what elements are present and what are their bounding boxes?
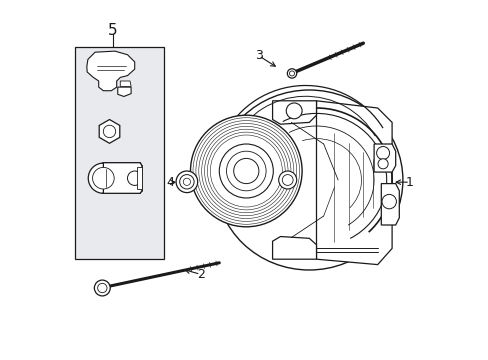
- Circle shape: [127, 171, 142, 185]
- Text: 5: 5: [108, 23, 118, 38]
- Circle shape: [226, 151, 265, 191]
- Circle shape: [285, 103, 302, 119]
- Polygon shape: [136, 167, 142, 189]
- Circle shape: [219, 144, 273, 198]
- Ellipse shape: [215, 90, 402, 270]
- Circle shape: [98, 283, 107, 293]
- Circle shape: [94, 280, 110, 296]
- Polygon shape: [373, 144, 395, 172]
- Circle shape: [179, 175, 194, 189]
- Text: 2: 2: [196, 268, 204, 281]
- Bar: [75, 47, 163, 259]
- Circle shape: [376, 147, 389, 159]
- Polygon shape: [381, 184, 399, 225]
- Circle shape: [377, 159, 387, 169]
- Circle shape: [381, 194, 396, 209]
- Circle shape: [88, 163, 118, 193]
- Circle shape: [233, 158, 258, 184]
- Polygon shape: [118, 87, 131, 96]
- Circle shape: [92, 167, 114, 189]
- Polygon shape: [99, 120, 120, 143]
- Polygon shape: [316, 101, 391, 265]
- Text: 1: 1: [406, 176, 413, 189]
- Polygon shape: [120, 81, 131, 86]
- Circle shape: [183, 178, 190, 185]
- Circle shape: [103, 125, 116, 138]
- Circle shape: [278, 171, 296, 189]
- Text: 4: 4: [166, 176, 174, 189]
- Circle shape: [190, 115, 302, 227]
- Polygon shape: [272, 101, 316, 124]
- Circle shape: [176, 171, 197, 193]
- Circle shape: [289, 71, 294, 76]
- Circle shape: [282, 175, 292, 185]
- Polygon shape: [103, 163, 142, 193]
- Polygon shape: [272, 237, 316, 259]
- Circle shape: [287, 69, 296, 78]
- Text: 3: 3: [254, 49, 263, 62]
- Polygon shape: [87, 51, 134, 91]
